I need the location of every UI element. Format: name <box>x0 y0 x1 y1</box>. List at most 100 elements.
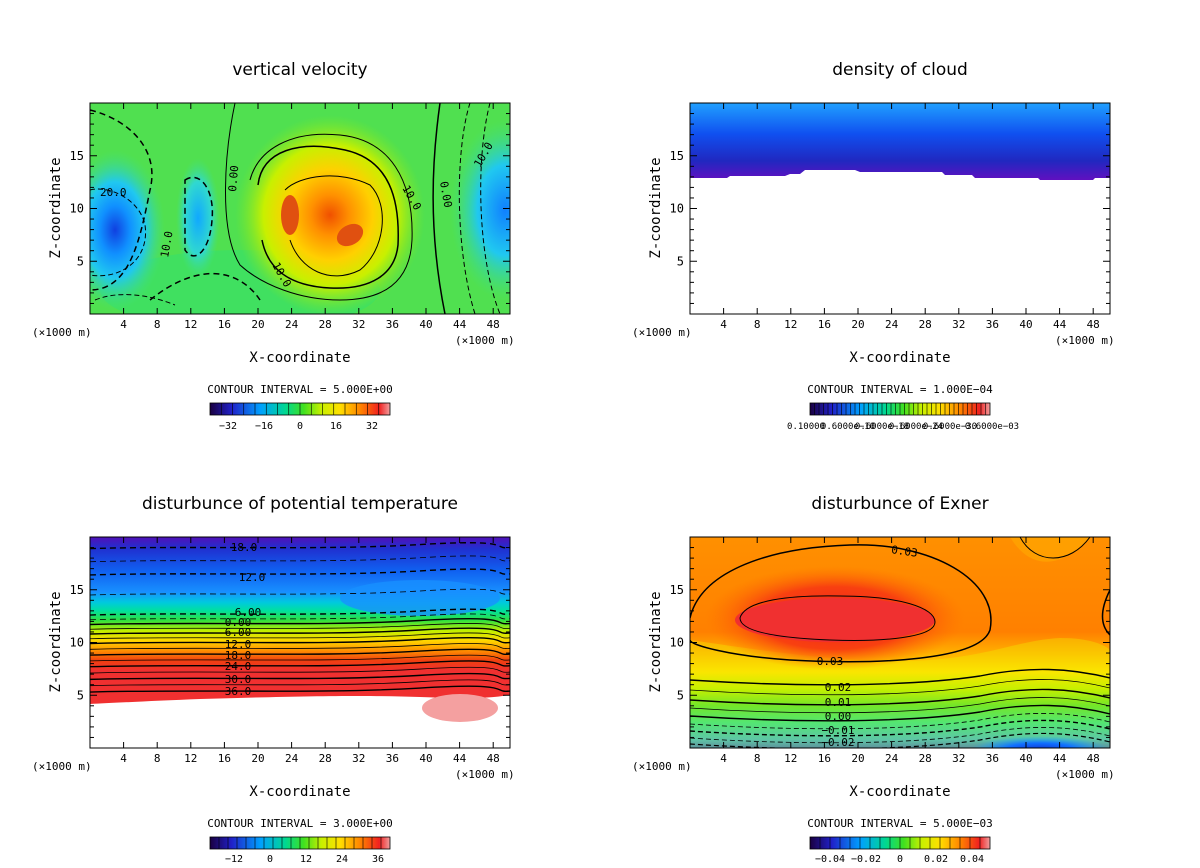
colorbar-ticks: −32 −16 0 16 32 <box>219 421 378 432</box>
contour-label: 0.00 <box>437 180 454 208</box>
contour-interval: CONTOUR INTERVAL = 5.000E−03 <box>807 817 992 830</box>
x-tick-label: 20 <box>251 318 264 331</box>
x-unit-right: (×1000 m) <box>1055 334 1115 347</box>
x-tick-label: 24 <box>885 752 899 765</box>
x-unit-right: (×1000 m) <box>1055 768 1115 781</box>
x-tick-label: 48 <box>1087 752 1100 765</box>
x-tick-label: 40 <box>419 752 432 765</box>
x-tick-label: 48 <box>1087 318 1100 331</box>
panel-title: density of cloud <box>832 60 968 80</box>
exner-isoline <box>690 727 1110 744</box>
contour-label: 0.01 <box>825 696 852 709</box>
panel-title: disturbunce of Exner <box>811 494 988 514</box>
isotherm <box>90 679 510 687</box>
contour-label: 12.0 <box>225 638 252 651</box>
x-axis: 4 8 12 16 20 24 28 32 36 40 44 48 <box>720 537 1100 765</box>
panel-density-of-cloud: density of cloud 4 8 12 16 20 24 28 32 36 40 44 48 … <box>632 60 1115 432</box>
x-tick-label: 4 <box>720 318 727 331</box>
contour-labels: 18.0 12.0 6.00 0.00 6.00 12.0 18.0 24.0 … <box>225 541 266 698</box>
x-axis-label: X-coordinate <box>849 784 950 800</box>
isotherm <box>90 632 510 640</box>
colorbar-tick-label: 0.6000e−24 <box>889 422 943 432</box>
colorbar-tick-label: −12 <box>225 854 243 865</box>
y-tick-label: 5 <box>677 688 684 702</box>
x-tick-label: 12 <box>184 752 197 765</box>
y-tick-label: 10 <box>670 636 684 650</box>
panel-vertical-velocity: vertical velocity 20.0 0.00 <box>32 60 515 432</box>
x-tick-label: 8 <box>754 318 761 331</box>
exner-isoline <box>690 713 1110 730</box>
colorbar-tick-label: 0.04 <box>960 854 984 865</box>
exner-isoline <box>690 697 1110 714</box>
colorbar-tick-label: 0 <box>897 854 903 865</box>
x-axis: 4 8 12 16 20 24 28 32 36 40 44 48 <box>120 103 500 331</box>
contour-labels: 20.0 0.00 10.0 0.00 10.0 10.0 10.0 <box>100 140 496 289</box>
x-tick-label: 32 <box>352 752 365 765</box>
y-tick-label: 15 <box>70 149 84 163</box>
x-tick-label: 32 <box>352 318 365 331</box>
colorbar-tick-label: 0.6000e−18 <box>855 422 909 432</box>
exner-isoline <box>690 688 1110 706</box>
colorbar-divisions <box>814 403 986 415</box>
x-tick-label: 4 <box>720 752 727 765</box>
colorbar-tick-label: 32 <box>366 421 378 432</box>
colorbar-ticks: 0.10000 0.6000e−10 0.6000e−18 0.6000e−24… <box>787 422 1019 432</box>
x-tick-label: 44 <box>453 752 467 765</box>
colorbar-tick-label: 0.02 <box>924 854 948 865</box>
x-tick-label: 8 <box>754 752 761 765</box>
x-axis-label: X-coordinate <box>249 784 350 800</box>
contour-label: 30.0 <box>225 673 252 686</box>
contour-interval: CONTOUR INTERVAL = 1.000E−04 <box>807 383 993 396</box>
isotherms <box>90 542 510 693</box>
isotherm <box>90 627 510 635</box>
x-unit-right: (×1000 m) <box>455 768 515 781</box>
x-tick-label: 40 <box>419 318 432 331</box>
panel-potential-temperature: disturbunce of potential temperature 18.… <box>32 494 515 865</box>
x-unit-left: (×1000 m) <box>632 760 692 773</box>
y-tick-label: 15 <box>70 583 84 597</box>
exner-field <box>690 537 1110 748</box>
x-axis: 4 8 12 16 20 24 28 32 36 40 44 48 <box>720 103 1100 331</box>
panel-title: disturbunce of potential temperature <box>142 494 458 514</box>
isotherm <box>90 654 510 662</box>
y-axis: 5 10 15 <box>70 113 510 304</box>
colorbar-tick-label: 0.6000e−03 <box>965 422 1019 432</box>
y-tick-label: 5 <box>77 254 84 268</box>
colorbar-tick-label: 0.6000e−30 <box>923 422 977 432</box>
x-tick-label: 36 <box>986 752 999 765</box>
isotherm <box>90 672 510 681</box>
contour-label: 6.00 <box>225 626 252 639</box>
isotherm <box>90 685 510 693</box>
contour-label: 24.0 <box>225 660 252 673</box>
colorbar-tick-label: 24 <box>336 854 348 865</box>
vertical-velocity-field <box>90 103 510 314</box>
x-tick-label: 36 <box>986 318 999 331</box>
x-unit-right: (×1000 m) <box>455 334 515 347</box>
x-tick-label: 16 <box>218 318 231 331</box>
exner-isoline <box>690 704 1110 722</box>
panel-exner: disturbunce of Exner 0.03 0.03 0.02 0.01… <box>632 494 1115 865</box>
x-tick-label: 40 <box>1019 752 1032 765</box>
x-tick-label: 28 <box>319 318 332 331</box>
colorbar-tick-label: −0.02 <box>851 854 881 865</box>
x-tick-label: 36 <box>386 752 399 765</box>
x-tick-label: 8 <box>154 318 161 331</box>
contour-label: 0.03 <box>890 543 918 560</box>
colorbar-divisions <box>220 403 380 415</box>
isotherm <box>90 666 510 674</box>
x-tick-label: 36 <box>386 318 399 331</box>
y-axis: 5 10 15 <box>670 113 1110 304</box>
isotherm <box>90 623 510 630</box>
colorbar-tick-label: 0 <box>297 421 303 432</box>
x-tick-label: 16 <box>218 752 231 765</box>
colorbar-tick-label: 16 <box>330 421 342 432</box>
colorbar-tick-label: 0.10000 <box>787 422 825 432</box>
x-tick-label: 12 <box>784 752 797 765</box>
y-axis-label: Z-coordinate <box>48 591 64 692</box>
exner-isoline <box>690 719 1110 737</box>
x-axis-label: X-coordinate <box>849 350 950 366</box>
x-axis-label: X-coordinate <box>249 350 350 366</box>
x-tick-label: 16 <box>818 752 831 765</box>
isotherm <box>90 660 510 668</box>
